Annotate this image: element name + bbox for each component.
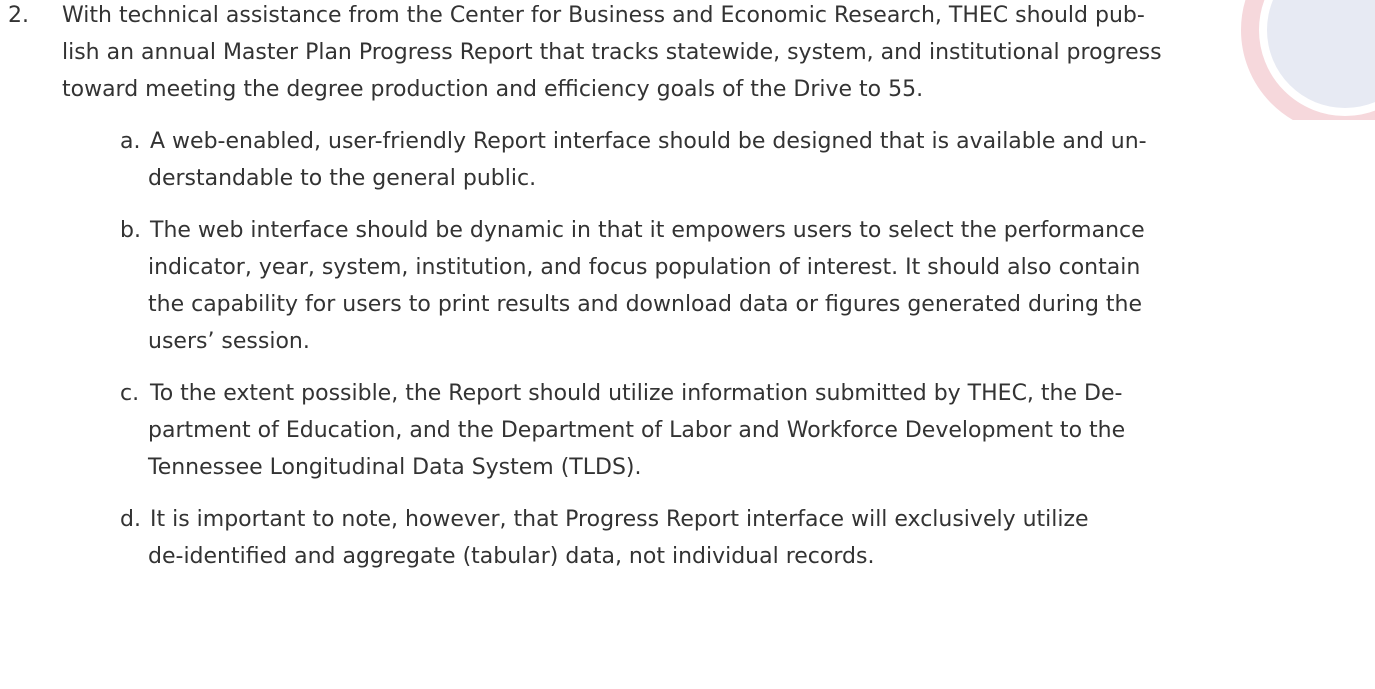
- text-line: It is important to note, however, that P…: [150, 507, 1089, 532]
- text-line: lish an annual Master Plan Progress Repo…: [62, 40, 1162, 65]
- text-line: A web-enabled, user-friendly Report inte…: [150, 129, 1147, 154]
- text-line: partment of Education, and the Departmen…: [148, 418, 1126, 443]
- text-line: The web interface should be dynamic in t…: [150, 218, 1145, 243]
- text-line: toward meeting the degree production and…: [62, 77, 924, 102]
- text-line: indicator, year, system, institution, an…: [148, 255, 1141, 280]
- text-line: To the extent possible, the Report shoul…: [150, 381, 1123, 406]
- list-marker: b.: [120, 218, 141, 243]
- text-line: derstandable to the general public.: [148, 166, 537, 191]
- text-line: the capability for users to print result…: [148, 292, 1143, 317]
- list-marker: c.: [120, 381, 140, 406]
- text-line: With technical assistance from the Cente…: [62, 3, 1145, 28]
- list-marker: d.: [120, 507, 141, 532]
- text-line: Tennessee Longitudinal Data System (TLDS…: [148, 455, 642, 480]
- text-line: de-identified and aggregate (tabular) da…: [148, 544, 875, 569]
- text-line: users’ session.: [148, 329, 310, 354]
- list-marker: 2.: [8, 3, 29, 28]
- list-marker: a.: [120, 129, 141, 154]
- watermark: [1241, 0, 1375, 120]
